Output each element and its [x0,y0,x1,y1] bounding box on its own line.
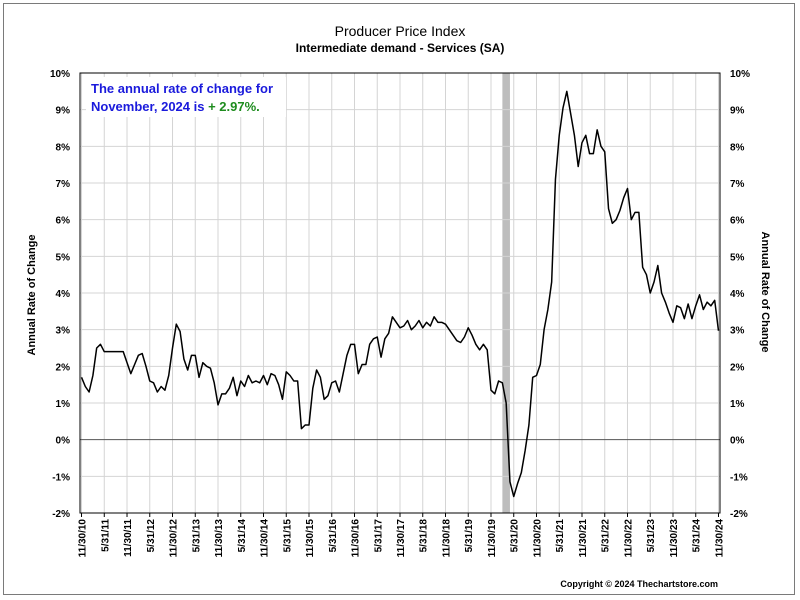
copyright-text: Copyright © 2024 Thechartstore.com [560,579,718,589]
y-tick-label-left: -1% [52,472,70,483]
y-tick-label-left: 1% [56,399,71,410]
annotation-background [86,77,286,117]
y-tick-label-left: 3% [56,326,71,337]
y-tick-label-right: 9% [730,106,745,117]
y-tick-label-right: 8% [730,142,745,153]
x-tick-label: 5/31/13 [191,519,202,553]
y-axis-label-right: Annual Rate of Change [759,231,771,352]
x-tick-label: 11/30/18 [441,519,452,558]
x-tick-label: 11/30/23 [669,519,680,558]
chart-frame [3,3,795,595]
series-line [80,90,720,498]
x-tick-label: 11/30/10 [78,519,89,558]
y-tick-label-right: 4% [730,289,745,300]
y-tick-label-right: 2% [730,362,745,373]
y-tick-label-right: 3% [730,326,745,337]
x-tick-label: 11/30/11 [123,519,134,557]
x-tick-label: 5/31/24 [692,519,703,553]
x-tick-label: 5/31/16 [328,519,339,553]
y-tick-label-left: 10% [50,69,70,80]
y-tick-label-right: 1% [730,399,745,410]
y-tick-label-right: 6% [730,216,745,227]
y-tick-label-right: 10% [730,69,750,80]
y-tick-label-left: 0% [56,436,71,447]
x-tick-label: 11/30/15 [305,519,316,558]
x-tick-label: 5/31/23 [646,519,657,553]
x-tick-label: 5/31/14 [237,519,248,553]
x-tick-label: 11/30/24 [714,519,725,558]
annotation-line-1: The annual rate of change for [91,81,273,96]
x-tick-label: 11/30/21 [578,519,589,558]
y-tick-label-right: 0% [730,436,745,447]
x-tick-label: 11/30/19 [487,519,498,558]
y-tick-label-right: -1% [730,472,748,483]
annotation-value: + 2.97%. [208,99,260,114]
y-tick-label-left: 9% [56,106,71,117]
y-tick-label-right: -2% [730,509,748,520]
x-tick-label: 11/30/14 [260,519,271,558]
y-tick-label-left: 6% [56,216,71,227]
y-tick-label-left: 2% [56,362,71,373]
y-tick-label-right: 5% [730,252,745,263]
x-tick-label: 5/31/21 [555,519,566,553]
y-tick-label-left: -2% [52,509,70,520]
x-tick-label: 5/31/19 [464,519,475,553]
x-tick-label: 11/30/12 [169,519,180,558]
x-tick-label: 5/31/17 [373,519,384,553]
x-tick-label: 5/31/15 [282,519,293,553]
annotation-line-2-prefix: November, 2024 is [91,99,208,114]
annotation-line-2: November, 2024 is + 2.97%. [91,99,260,114]
x-tick-label: 5/31/11 [100,519,111,552]
x-tick-label: 11/30/22 [623,519,634,558]
x-tick-label: 11/30/17 [396,519,407,558]
chart-subtitle: Intermediate demand - Services (SA) [296,41,505,55]
y-tick-label-left: 7% [56,179,71,190]
chart-title: Producer Price Index [335,23,466,39]
x-tick-label: 5/31/12 [146,519,157,553]
y-tick-label-left: 4% [56,289,71,300]
y-axis-label-left: Annual Rate of Change [26,234,38,355]
x-tick-label: 11/30/13 [214,519,225,558]
y-tick-label-left: 8% [56,142,71,153]
y-tick-label-left: 5% [56,252,71,263]
x-tick-label: 11/30/16 [351,519,362,558]
x-tick-label: 5/31/18 [419,519,430,553]
x-tick-label: 5/31/22 [601,519,612,553]
x-tick-label: 5/31/20 [510,519,521,553]
y-tick-label-right: 7% [730,179,745,190]
x-tick-label: 11/30/20 [532,519,543,558]
